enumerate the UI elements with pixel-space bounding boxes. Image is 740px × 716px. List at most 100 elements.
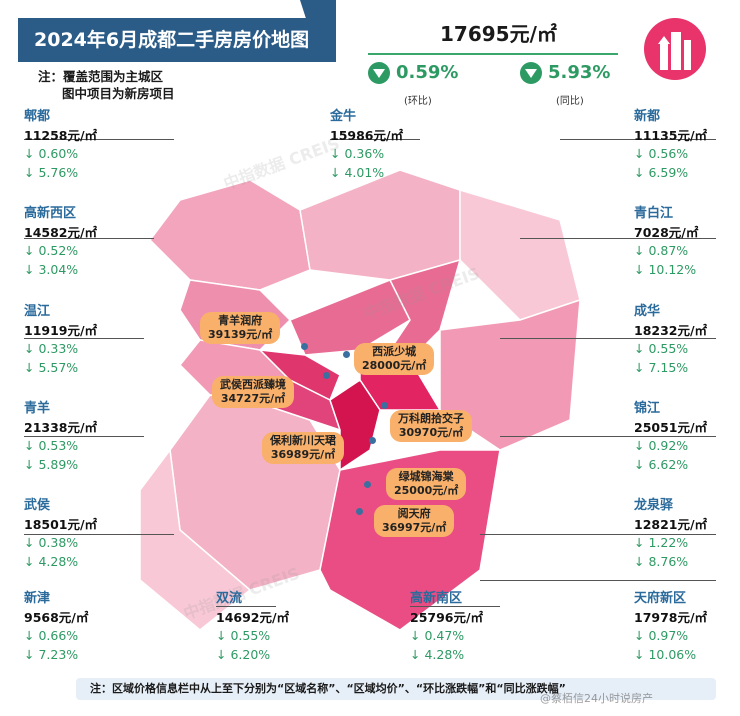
district-pidu: 郫都 11258元/㎡ ↓ 0.60% ↓ 5.76% [24, 108, 97, 182]
district-name: 天府新区 [634, 591, 687, 606]
district-yoy: ↓ 4.28% [410, 646, 465, 662]
leader-line [480, 534, 716, 535]
district-price: 12821元/㎡ [634, 516, 708, 532]
district-xindu: 新都 11135元/㎡ ↓ 0.56% ↓ 6.59% [634, 108, 707, 182]
district-qingyang: 青羊 21338元/㎡ ↓ 0.53% ↓ 5.89% [24, 400, 97, 474]
project-name: 西派少城 [372, 345, 417, 358]
project-price: 34727元/㎡ [220, 392, 286, 405]
mom-change-value: 0.59% [396, 62, 459, 83]
district-yoy: ↓ 7.23% [24, 646, 79, 662]
district-mom: ↓ 0.92% [634, 438, 689, 453]
leader-line [24, 139, 174, 140]
down-arrow-icon [520, 62, 542, 84]
project-price: 30970元/㎡ [398, 426, 464, 439]
leader-line [216, 606, 276, 607]
district-price: 11919元/㎡ [24, 322, 98, 338]
district-name: 新津 [24, 591, 51, 606]
yoy-change-value: 5.93% [548, 62, 611, 83]
project-label-lvchengjinhaitang: 绿城锦海棠 25000元/㎡ [386, 468, 467, 500]
leader-line [24, 238, 154, 239]
district-name: 温江 [24, 304, 51, 319]
district-yoy: ↓ 4.28% [24, 553, 79, 569]
district-chenghua: 成华 18232元/㎡ ↓ 0.55% ↓ 7.15% [634, 303, 707, 377]
district-yoy: ↓ 8.76% [634, 553, 689, 569]
district-mom: ↓ 0.38% [24, 535, 79, 550]
average-divider [368, 53, 618, 55]
district-name: 高新南区 [410, 591, 463, 606]
district-mom: ↓ 0.55% [634, 341, 689, 356]
project-marker [343, 351, 350, 358]
signature-watermark: @蔡栢信24小时说房产 [540, 692, 653, 705]
down-arrow-icon [368, 62, 390, 84]
leader-line [500, 436, 716, 437]
district-mom: ↓ 0.55% [216, 628, 271, 643]
leader-line [500, 338, 716, 339]
district-wuhou: 武侯 18501元/㎡ ↓ 0.38% ↓ 4.28% [24, 497, 97, 571]
district-mom: ↓ 0.97% [634, 628, 689, 643]
project-label-vankejiaozi: 万科朗拾交子 30970元/㎡ [390, 410, 472, 442]
project-label-qingyangrunfu: 青羊润府 39139元/㎡ [200, 312, 281, 344]
district-name: 青白江 [634, 206, 674, 221]
district-mom: ↓ 0.53% [24, 438, 79, 453]
project-name: 保利新川天珺 [270, 434, 336, 447]
map-region-qingbaijiang [459, 188, 581, 321]
leader-line [520, 238, 716, 239]
district-yoy: ↓ 5.57% [24, 359, 79, 375]
title-corner-decoration [300, 0, 336, 62]
district-yoy: ↓ 3.04% [24, 261, 79, 277]
district-yoy: ↓ 7.15% [634, 359, 689, 375]
district-xinjin: 新津 9568元/㎡ ↓ 0.66% ↓ 7.23% [24, 590, 88, 664]
project-marker [301, 343, 308, 350]
project-label-wuhouxipai: 武侯西派臻境 34727元/㎡ [212, 376, 294, 408]
district-price: 14582元/㎡ [24, 224, 98, 240]
chengdu-district-map [140, 169, 581, 631]
mom-label: (环比) [404, 96, 432, 107]
district-mom: ↓ 0.66% [24, 628, 79, 643]
leader-line [24, 338, 144, 339]
district-gaoxinxi: 高新西区 14582元/㎡ ↓ 0.52% ↓ 3.04% [24, 205, 97, 279]
project-name: 武侯西派臻境 [220, 378, 286, 391]
district-name: 锦江 [634, 401, 661, 416]
project-name: 阅天府 [397, 507, 431, 520]
project-price: 36989元/㎡ [270, 448, 336, 461]
district-name: 新都 [634, 109, 661, 124]
district-price: 9568元/㎡ [24, 609, 89, 625]
district-yoy: ↓ 6.59% [634, 164, 689, 180]
district-price: 11135元/㎡ [634, 127, 708, 143]
map-region-qingyang [257, 349, 341, 402]
district-yoy: ↓ 4.01% [330, 164, 385, 180]
district-mom: ↓ 0.60% [24, 146, 79, 161]
project-label-polyxinchuan: 保利新川天珺 36989元/㎡ [262, 432, 344, 464]
district-yoy: ↓ 6.20% [216, 646, 271, 662]
district-gaoxinnan: 高新南区 25796元/㎡ ↓ 0.47% ↓ 4.28% [410, 590, 483, 664]
district-mom: ↓ 0.36% [330, 146, 385, 161]
coverage-note-line-1: 注：覆盖范围为主城区 [38, 69, 164, 84]
district-mom: ↓ 0.52% [24, 243, 79, 258]
district-mom: ↓ 0.33% [24, 341, 79, 356]
map-region-pidu [149, 179, 311, 291]
yoy-label: (同比) [556, 96, 584, 107]
district-yoy: ↓ 10.06% [634, 646, 697, 662]
district-price: 25796元/㎡ [410, 609, 484, 625]
district-wenjiang: 温江 11919元/㎡ ↓ 0.33% ↓ 5.57% [24, 303, 97, 377]
project-price: 39139元/㎡ [208, 328, 273, 341]
district-price: 21338元/㎡ [24, 419, 98, 435]
district-mom: ↓ 0.56% [634, 146, 689, 161]
district-price: 14692元/㎡ [216, 609, 290, 625]
district-mom: ↓ 0.47% [410, 628, 465, 643]
city-skyline-logo-icon [644, 18, 706, 80]
project-marker [323, 372, 330, 379]
project-price: 36997元/㎡ [382, 521, 447, 534]
project-marker [364, 481, 371, 488]
bottom-note: 注：区域价格信息栏中从上至下分别为“区域名称”、“区域均价”、“环比涨跌幅”和“… [76, 678, 716, 700]
leader-line [560, 139, 716, 140]
mom-change: 0.59% [368, 62, 458, 84]
district-name: 金牛 [330, 109, 357, 124]
project-price: 25000元/㎡ [394, 484, 459, 497]
district-tianfu: 天府新区 17978元/㎡ ↓ 0.97% ↓ 10.06% [634, 590, 707, 664]
district-jinjiang: 锦江 25051元/㎡ ↓ 0.92% ↓ 6.62% [634, 400, 707, 474]
district-yoy: ↓ 6.62% [634, 456, 689, 472]
coverage-note: 注：覆盖范围为主城区 图中项目为新房项目 [38, 68, 175, 102]
project-name: 青羊润府 [218, 314, 263, 327]
yoy-change: 5.93% [520, 62, 610, 84]
